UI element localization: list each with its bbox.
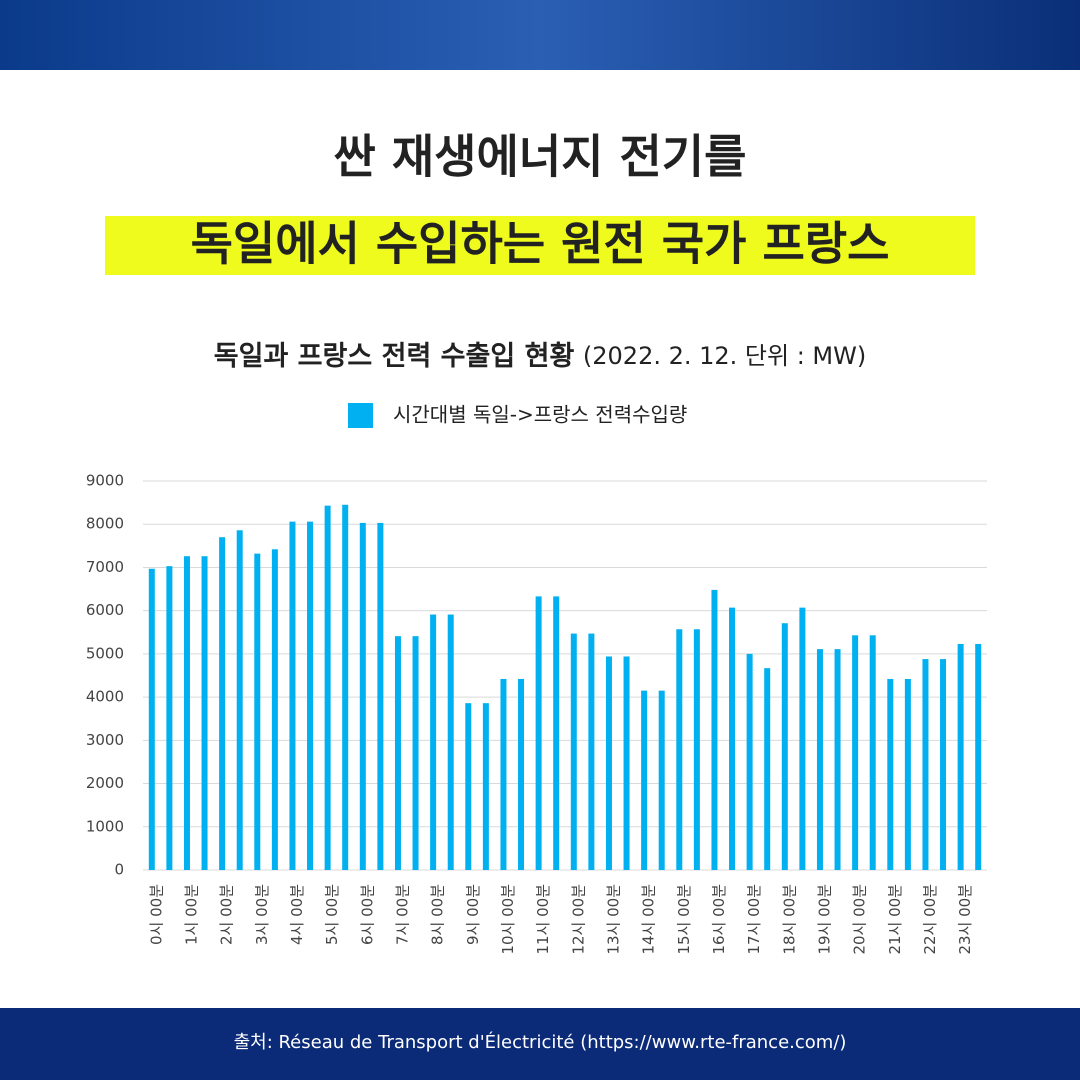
x-tick-label: 4시 00분 bbox=[288, 884, 306, 945]
x-tick-label: 14시 00분 bbox=[640, 884, 658, 955]
y-tick-label: 2000 bbox=[86, 774, 124, 792]
bar bbox=[307, 521, 314, 870]
bar bbox=[465, 703, 472, 870]
bar bbox=[940, 659, 947, 870]
bar bbox=[904, 678, 911, 870]
x-tick-label: 8시 00분 bbox=[429, 884, 447, 945]
y-tick-label: 4000 bbox=[86, 688, 124, 706]
bar bbox=[693, 629, 700, 870]
y-tick-label: 9000 bbox=[86, 472, 124, 490]
y-tick-label: 6000 bbox=[86, 601, 124, 619]
x-tick-label: 9시 00분 bbox=[464, 884, 482, 945]
chart-title: 독일과 프랑스 전력 수출입 현황 bbox=[214, 341, 575, 372]
x-tick-label: 10시 00분 bbox=[499, 884, 517, 955]
bar bbox=[922, 659, 929, 870]
bar bbox=[781, 623, 788, 870]
bar bbox=[394, 636, 401, 870]
x-tick-label: 13시 00분 bbox=[604, 884, 622, 955]
y-tick-label: 1000 bbox=[86, 817, 124, 835]
x-tick-label: 17시 00분 bbox=[745, 884, 763, 955]
bar bbox=[957, 643, 964, 870]
bar bbox=[605, 656, 612, 870]
bar bbox=[271, 549, 278, 870]
bar bbox=[852, 635, 859, 870]
x-tick-label: 22시 00분 bbox=[921, 884, 939, 955]
bar bbox=[289, 521, 296, 870]
y-tick-label: 8000 bbox=[86, 515, 124, 533]
footer-band bbox=[0, 1008, 1080, 1080]
bar bbox=[658, 690, 665, 870]
bar bbox=[711, 589, 718, 870]
bar bbox=[799, 607, 806, 870]
x-tick-label: 15시 00분 bbox=[675, 884, 693, 955]
bar bbox=[553, 596, 560, 870]
bar bbox=[412, 636, 419, 870]
bar bbox=[430, 614, 437, 870]
y-tick-label: 0 bbox=[114, 861, 124, 879]
x-tick-label: 1시 00분 bbox=[182, 884, 200, 945]
legend-swatch bbox=[348, 403, 373, 428]
bar bbox=[148, 568, 155, 870]
bar bbox=[183, 556, 190, 870]
bar bbox=[570, 633, 577, 870]
highlight bbox=[105, 216, 975, 275]
bar bbox=[729, 607, 736, 870]
x-tick-label: 12시 00분 bbox=[569, 884, 587, 955]
bar bbox=[377, 522, 384, 870]
x-tick-label: 6시 00분 bbox=[358, 884, 376, 945]
x-tick-label: 21시 00분 bbox=[886, 884, 904, 955]
bar bbox=[869, 635, 876, 870]
x-tick-label: 3시 00분 bbox=[253, 884, 271, 945]
bar bbox=[641, 690, 648, 870]
x-tick-label: 19시 00분 bbox=[815, 884, 833, 955]
bar bbox=[764, 668, 771, 870]
bar bbox=[359, 522, 366, 870]
x-tick-label: 20시 00분 bbox=[851, 884, 869, 955]
x-tick-label: 0시 00분 bbox=[147, 884, 165, 945]
bar bbox=[482, 703, 489, 870]
bar bbox=[535, 596, 542, 870]
y-tick-label: 5000 bbox=[86, 644, 124, 662]
y-tick-label: 3000 bbox=[86, 731, 124, 749]
bar bbox=[816, 649, 823, 870]
headline-1: 싼 재생에너지 전기를 bbox=[334, 130, 747, 184]
y-tick-label: 7000 bbox=[86, 558, 124, 576]
bar bbox=[342, 504, 349, 870]
x-tick-label: 7시 00분 bbox=[393, 884, 411, 945]
bar bbox=[834, 649, 841, 870]
bar bbox=[166, 566, 173, 870]
legend-label: 시간대별 독일->프랑스 전력수입량 bbox=[393, 403, 687, 427]
bar bbox=[676, 629, 683, 870]
source: 출처: Réseau de Transport d'Électricité (h… bbox=[234, 1031, 847, 1053]
bar bbox=[447, 614, 454, 870]
x-tick-label: 16시 00분 bbox=[710, 884, 728, 955]
chart-subtitle: (2022. 2. 12. 단위 : MW) bbox=[583, 342, 866, 370]
bar bbox=[254, 553, 261, 870]
x-tick-label: 23시 00분 bbox=[956, 884, 974, 955]
x-tick-label: 11시 00분 bbox=[534, 884, 552, 955]
x-tick-label: 2시 00분 bbox=[218, 884, 236, 945]
bar bbox=[623, 656, 630, 870]
bar bbox=[324, 505, 331, 870]
headline-2: 독일에서 수입하는 원전 국가 프랑스 bbox=[191, 217, 890, 271]
x-tick-label: 18시 00분 bbox=[780, 884, 798, 955]
x-tick-label: 5시 00분 bbox=[323, 884, 341, 945]
bar bbox=[746, 653, 753, 870]
chart-heading: 독일과 프랑스 전력 수출입 현황 (2022. 2. 12. 단위 : MW) bbox=[214, 341, 866, 372]
bar bbox=[201, 556, 208, 870]
bar bbox=[887, 678, 894, 870]
bar bbox=[236, 530, 243, 870]
top-banner bbox=[0, 0, 1080, 70]
bar bbox=[518, 678, 525, 870]
bar bbox=[219, 537, 226, 870]
bar bbox=[500, 678, 507, 870]
bar bbox=[975, 643, 982, 870]
bar bbox=[588, 633, 595, 870]
